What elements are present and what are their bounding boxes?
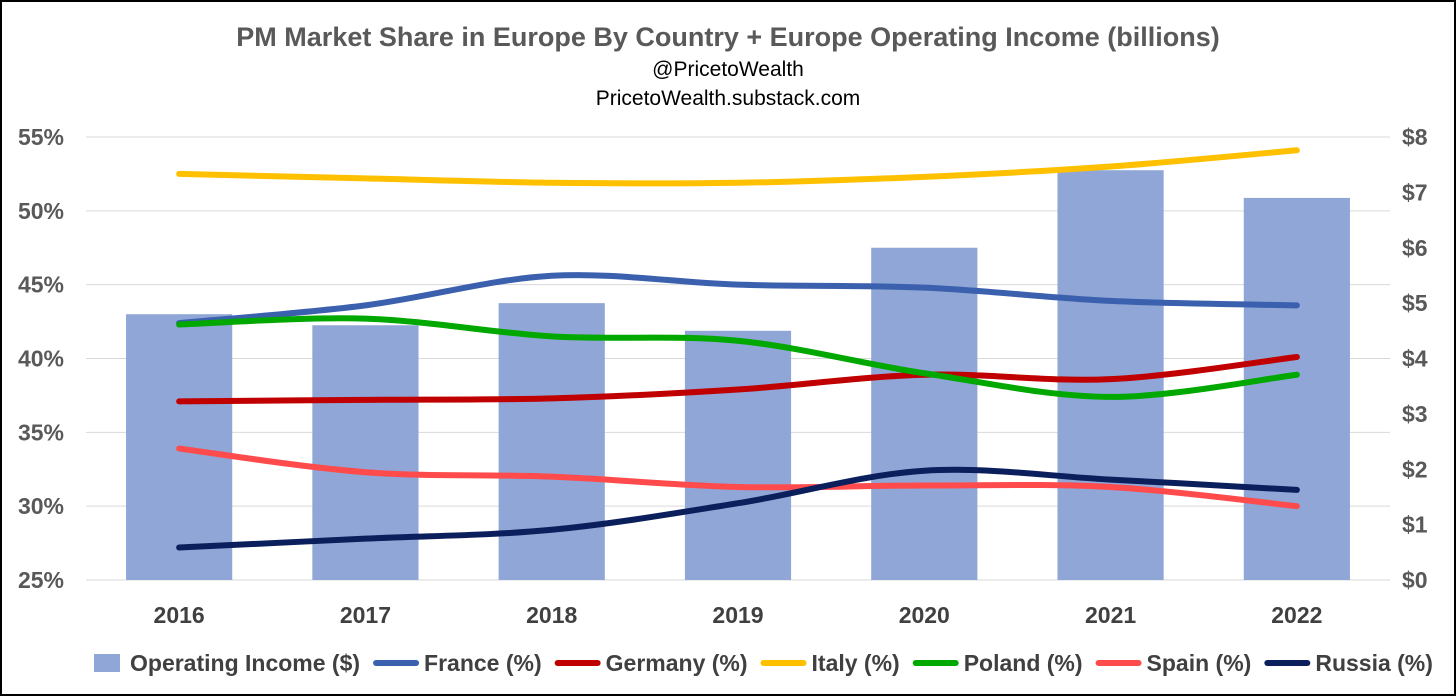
line-spain [176, 445, 1300, 510]
x-tick-label: 2021 [1085, 602, 1136, 628]
x-tick-label: 2022 [1271, 602, 1322, 628]
bar-2018 [498, 303, 605, 580]
right-axis: $0 $1 $2 $3 $4 $5 $6 $7 $8 [1402, 124, 1428, 593]
line-france [176, 272, 1300, 327]
chart-subtitle-handle: @PricetoWealth [652, 58, 804, 81]
left-axis: 25% 30% 35% 40% 45% 50% 55% [18, 124, 64, 593]
left-tick-label: 30% [18, 493, 64, 519]
bar-2020 [871, 247, 978, 580]
x-axis: 2016 2017 2018 2019 2020 2021 2022 [154, 602, 1323, 628]
x-tick-label: 2017 [340, 602, 391, 628]
legend-item-poland: Poland (%) [912, 650, 1083, 676]
right-tick-label: $5 [1402, 290, 1428, 316]
legend-label: Russia (%) [1315, 650, 1433, 676]
line-russia [176, 466, 1300, 551]
left-tick-label: 35% [18, 419, 64, 445]
left-tick-label: 40% [18, 346, 64, 372]
legend-item-spain: Spain (%) [1095, 650, 1252, 676]
legend-label: Italy (%) [812, 650, 900, 676]
line-italy [176, 147, 1300, 187]
legend-item-operating-income: Operating Income ($) [94, 650, 360, 676]
left-tick-label: 55% [18, 124, 64, 150]
line-series-group [176, 147, 1300, 551]
right-tick-label: $7 [1402, 179, 1428, 205]
right-tick-label: $4 [1402, 346, 1428, 372]
legend-item-france: France (%) [373, 650, 542, 676]
line-poland [176, 315, 1300, 400]
x-tick-label: 2016 [154, 602, 205, 628]
x-tick-label: 2018 [526, 602, 577, 628]
right-tick-label: $8 [1402, 124, 1428, 150]
line-germany [176, 354, 1300, 405]
legend-label: Germany (%) [606, 650, 748, 676]
left-tick-label: 25% [18, 567, 64, 593]
right-tick-label: $0 [1402, 567, 1428, 593]
bar-2019 [684, 330, 792, 580]
x-tick-label: 2020 [899, 602, 950, 628]
left-tick-label: 50% [18, 198, 64, 224]
right-tick-label: $6 [1402, 235, 1428, 261]
legend-label: Poland (%) [964, 650, 1083, 676]
legend-item-russia: Russia (%) [1264, 650, 1433, 676]
legend-item-germany: Germany (%) [554, 650, 748, 676]
legend-label: Spain (%) [1147, 650, 1252, 676]
left-tick-label: 45% [18, 272, 64, 298]
right-tick-label: $1 [1402, 512, 1428, 538]
chart-title: PM Market Share in Europe By Country + E… [236, 22, 1219, 52]
legend-item-italy: Italy (%) [760, 650, 900, 676]
legend-label: France (%) [424, 650, 542, 676]
legend: Operating Income ($) France (%) Germany (%… [94, 650, 1433, 676]
right-tick-label: $3 [1402, 401, 1428, 427]
legend-label: Operating Income ($) [130, 650, 360, 676]
right-tick-label: $2 [1402, 456, 1428, 482]
x-tick-label: 2019 [712, 602, 763, 628]
chart-subtitle-site: PricetoWealth.substack.com [596, 87, 861, 110]
bar-2022 [1243, 197, 1350, 580]
legend-swatch [94, 654, 120, 672]
